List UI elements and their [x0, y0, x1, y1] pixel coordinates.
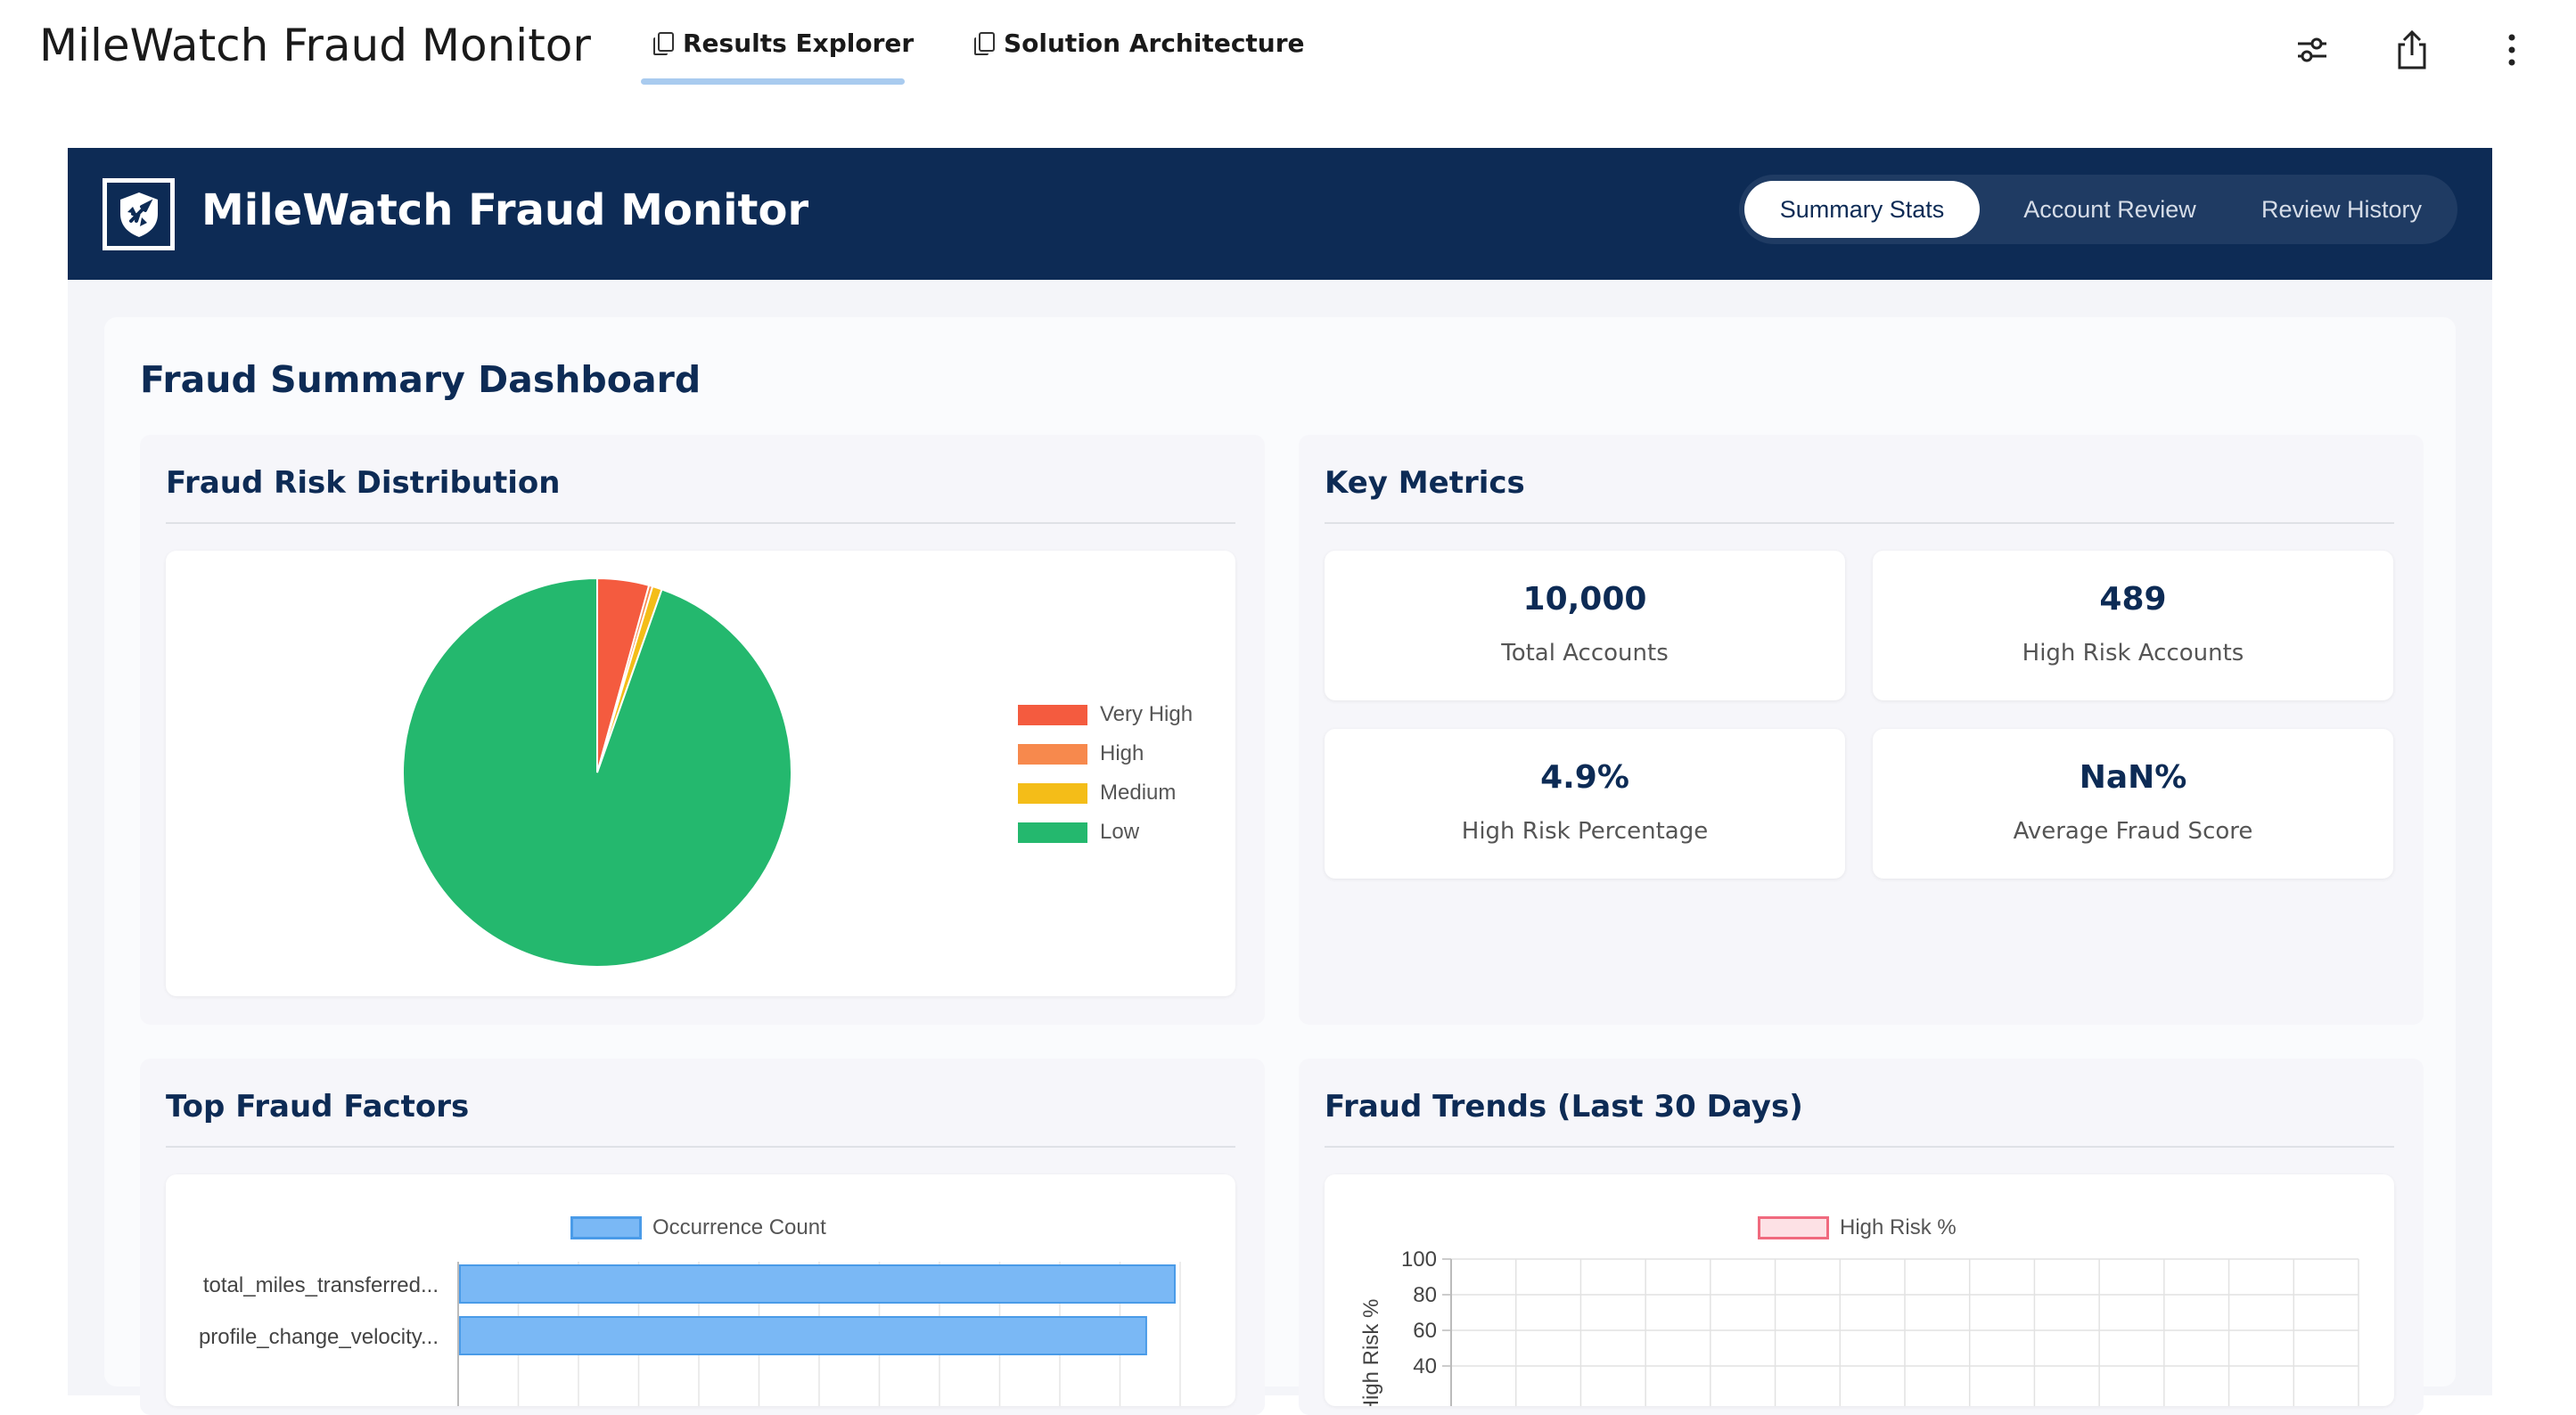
tab-label: Solution Architecture — [1004, 29, 1305, 58]
bar-category-label: profile_change_velocity... — [199, 1325, 439, 1349]
metric-label: Average Fraud Score — [2013, 818, 2253, 845]
divider — [1325, 1146, 2394, 1148]
app-topbar — [0, 0, 2576, 100]
metric-total-accounts: 10,000 Total Accounts — [1325, 551, 1845, 700]
metric-value: NaN% — [2079, 759, 2187, 796]
card-title: Fraud Trends (Last 30 Days) — [1325, 1089, 1803, 1125]
active-tab-indicator — [641, 78, 905, 85]
metric-value: 489 — [2099, 581, 2167, 618]
legend-swatch — [570, 1216, 642, 1239]
y-axis-title: High Risk % — [1359, 1299, 1383, 1406]
line-chart: 100 80 60 40 High Risk % — [1359, 1247, 2359, 1406]
bar-chart-legend: Occurrence Count — [570, 1215, 826, 1240]
pie-legend-item[interactable]: Medium — [1018, 781, 1176, 806]
nav-summary-stats[interactable]: Summary Stats — [1744, 181, 1980, 238]
tab-solution-architecture[interactable]: Solution Architecture — [974, 29, 1305, 84]
metric-value: 10,000 — [1522, 581, 1647, 618]
bar — [459, 1316, 1147, 1355]
copy-icon — [974, 32, 995, 55]
divider — [1325, 522, 2394, 524]
tab-label: Results Explorer — [683, 29, 915, 58]
share-icon[interactable] — [2389, 27, 2435, 73]
bar — [459, 1264, 1176, 1304]
more-vertical-icon[interactable] — [2489, 27, 2535, 73]
card-title: Key Metrics — [1325, 465, 1525, 501]
bar-chart: total_miles_transferred... profile_change… — [199, 1262, 1181, 1406]
airplane-shield-icon — [103, 178, 175, 250]
bar-chart-container: Occurrence Count total_miles_transferred… — [166, 1174, 1235, 1406]
dashboard-title: Fraud Summary Dashboard — [140, 358, 701, 401]
pie-legend-item[interactable]: Low — [1018, 820, 1139, 845]
y-tick-label: 100 — [1401, 1247, 1437, 1272]
metric-high-risk-accounts: 489 High Risk Accounts — [1873, 551, 2393, 700]
legend-label: Low — [1100, 820, 1140, 844]
pie-legend-item[interactable]: Very High — [1018, 702, 1193, 727]
pie-chart-container: Very High High Medium Low — [166, 551, 1235, 996]
line-chart-legend: High Risk % — [1758, 1215, 1957, 1240]
view-switcher: Summary Stats Account Review Review Hist… — [1739, 175, 2457, 244]
card-title: Fraud Risk Distribution — [166, 465, 561, 501]
tab-results-explorer[interactable]: Results Explorer — [653, 29, 915, 84]
line-chart-container: High Risk % 100 80 60 40 High Risk % — [1325, 1174, 2394, 1406]
legend-swatch — [1018, 704, 1087, 725]
nav-account-review[interactable]: Account Review — [2023, 195, 2196, 223]
y-tick-label: 40 — [1413, 1354, 1437, 1378]
pie-legend-item[interactable]: High — [1018, 741, 1144, 766]
legend-label: Occurrence Count — [652, 1215, 826, 1239]
legend-swatch — [1018, 822, 1087, 843]
y-tick-label: 60 — [1413, 1319, 1437, 1343]
legend-swatch — [1018, 743, 1087, 765]
metric-average-fraud-score: NaN% Average Fraud Score — [1873, 729, 2393, 879]
brand-title: MileWatch Fraud Monitor — [201, 185, 809, 235]
metric-label: Total Accounts — [1501, 640, 1669, 667]
divider — [166, 522, 1235, 524]
app-title: MileWatch Fraud Monitor — [39, 20, 591, 71]
divider — [166, 1146, 1235, 1148]
metric-high-risk-percentage: 4.9% High Risk Percentage — [1325, 729, 1845, 879]
legend-swatch — [1758, 1216, 1829, 1239]
metric-value: 4.9% — [1540, 759, 1629, 796]
card-title: Top Fraud Factors — [166, 1089, 470, 1125]
sliders-icon[interactable] — [2289, 27, 2335, 73]
legend-label: High Risk % — [1840, 1215, 1957, 1239]
y-tick-label: 80 — [1413, 1283, 1437, 1307]
copy-icon — [653, 32, 674, 55]
metric-label: High Risk Accounts — [2022, 640, 2244, 667]
pie-slice-low — [402, 577, 792, 968]
legend-label: Medium — [1100, 781, 1177, 805]
legend-swatch — [1018, 782, 1087, 804]
bar-category-label: total_miles_transferred... — [203, 1273, 439, 1297]
metric-label: High Risk Percentage — [1461, 818, 1709, 845]
nav-review-history[interactable]: Review History — [2260, 195, 2423, 223]
legend-label: High — [1100, 741, 1144, 765]
pie-chart — [402, 577, 792, 968]
legend-label: Very High — [1100, 702, 1194, 726]
